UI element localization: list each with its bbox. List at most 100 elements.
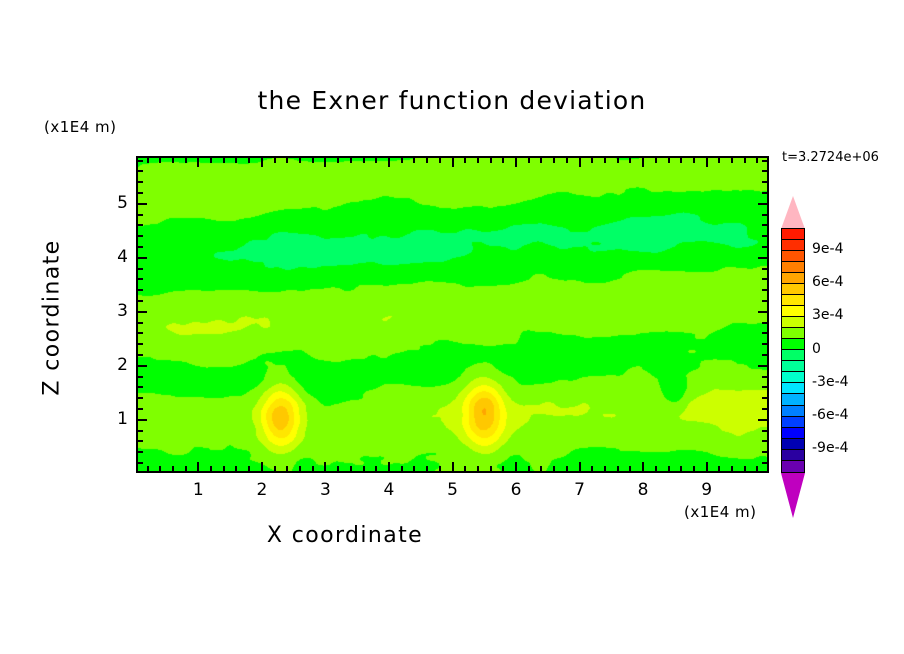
y-minor-tick (138, 397, 143, 400)
x-tick-label: 6 (510, 480, 522, 500)
x-minor-tick-top (692, 158, 695, 163)
x-minor-tick-top (273, 158, 276, 163)
colorbar-band (782, 339, 804, 351)
x-minor-tick (286, 466, 289, 471)
x-minor-tick-top (159, 158, 162, 163)
x-minor-tick-top (349, 158, 352, 163)
colorbar-band (782, 284, 804, 296)
x-minor-tick (680, 466, 683, 471)
colorbar (781, 228, 805, 473)
y-minor-tick-right (762, 375, 767, 378)
x-tick-label: 9 (701, 480, 713, 500)
x-minor-tick-top (222, 158, 225, 163)
y-minor-tick (138, 170, 143, 173)
x-minor-tick-top (184, 158, 187, 163)
colorbar-tick-label: 3e-4 (812, 307, 844, 324)
x-minor-tick-top (540, 158, 543, 163)
time-annotation: t=3.2724e+06 (782, 150, 879, 165)
y-minor-tick (138, 202, 147, 205)
x-minor-tick-top (578, 158, 581, 167)
x-minor-tick (476, 466, 479, 471)
x-minor-tick (235, 466, 238, 471)
x-minor-tick (413, 466, 416, 471)
x-minor-tick (578, 462, 581, 471)
y-tick-label: 1 (117, 408, 128, 429)
colorbar-band (782, 350, 804, 362)
y-minor-tick-right (762, 289, 767, 292)
y-minor-tick (138, 364, 147, 367)
y-minor-tick-right (762, 159, 767, 162)
y-minor-tick (138, 353, 143, 356)
x-minor-tick-top (311, 158, 314, 163)
x-minor-tick-top (756, 158, 759, 163)
y-minor-tick-right (762, 343, 767, 346)
colorbar-over-arrow (781, 196, 805, 229)
x-minor-tick (400, 466, 403, 471)
x-minor-tick-top (210, 158, 213, 163)
y-minor-tick-right (758, 256, 767, 259)
y-minor-tick (138, 181, 143, 184)
y-minor-tick (138, 429, 143, 432)
y-minor-tick (138, 461, 143, 464)
y-minor-tick-right (758, 364, 767, 367)
x-minor-tick-top (299, 158, 301, 163)
colorbar-band (782, 460, 804, 472)
x-minor-tick-top (502, 158, 505, 163)
colorbar-tick-label: -6e-4 (812, 406, 849, 423)
x-minor-tick (146, 466, 149, 471)
x-minor-tick (540, 466, 543, 471)
x-minor-tick (426, 466, 429, 471)
colorbar-tick-label: 0 (812, 340, 821, 357)
y-minor-tick (138, 213, 143, 216)
y-minor-tick (138, 375, 143, 378)
y-axis-title: Z coordinate (39, 239, 65, 396)
x-minor-tick (299, 466, 301, 471)
colorbar-tick-label: 6e-4 (812, 274, 844, 291)
y-minor-tick (138, 310, 147, 313)
x-minor-tick-top (464, 158, 467, 163)
x-tick-label: 8 (637, 480, 649, 500)
x-minor-tick (489, 466, 492, 471)
x-minor-tick (197, 462, 200, 471)
y-minor-tick-right (762, 321, 767, 324)
y-minor-tick (138, 192, 143, 195)
colorbar-under-arrow (781, 473, 805, 518)
colorbar-band (782, 394, 804, 406)
page-title: the Exner function deviation (257, 86, 647, 115)
colorbar-band (782, 405, 804, 417)
x-minor-tick-top (654, 158, 657, 163)
y-minor-tick-right (758, 202, 767, 205)
x-minor-tick-top (400, 158, 403, 163)
x-minor-tick-top (438, 158, 441, 163)
x-minor-tick-top (515, 158, 518, 167)
x-axis-title: X coordinate (266, 523, 424, 548)
y-minor-tick-right (762, 429, 767, 432)
x-tick-label: 4 (383, 480, 395, 500)
x-minor-tick-top (286, 158, 289, 163)
colorbar-band (782, 361, 804, 373)
colorbar-tick-label: 9e-4 (812, 241, 844, 258)
y-minor-tick (138, 386, 143, 389)
x-minor-tick (591, 466, 594, 471)
y-minor-tick (138, 300, 143, 302)
y-minor-tick-right (762, 278, 767, 281)
x-minor-tick (349, 466, 352, 471)
x-minor-tick-top (260, 158, 263, 167)
x-minor-tick-top (591, 158, 594, 163)
x-minor-tick (629, 466, 632, 471)
x-minor-tick (171, 466, 174, 471)
x-tick-label: 2 (256, 480, 268, 500)
x-minor-tick (502, 466, 505, 471)
x-minor-tick-top (337, 158, 340, 163)
x-minor-tick (515, 462, 518, 471)
x-minor-tick (248, 466, 251, 471)
x-minor-tick-top (565, 158, 568, 163)
x-minor-tick-top (387, 158, 390, 167)
y-minor-tick-right (762, 224, 767, 227)
colorbar-band (782, 295, 804, 307)
y-tick-label: 5 (117, 192, 128, 213)
x-tick-label: 5 (447, 480, 458, 500)
x-minor-tick-top (731, 158, 734, 163)
contour-field (138, 158, 767, 471)
y-minor-tick-right (762, 181, 767, 184)
